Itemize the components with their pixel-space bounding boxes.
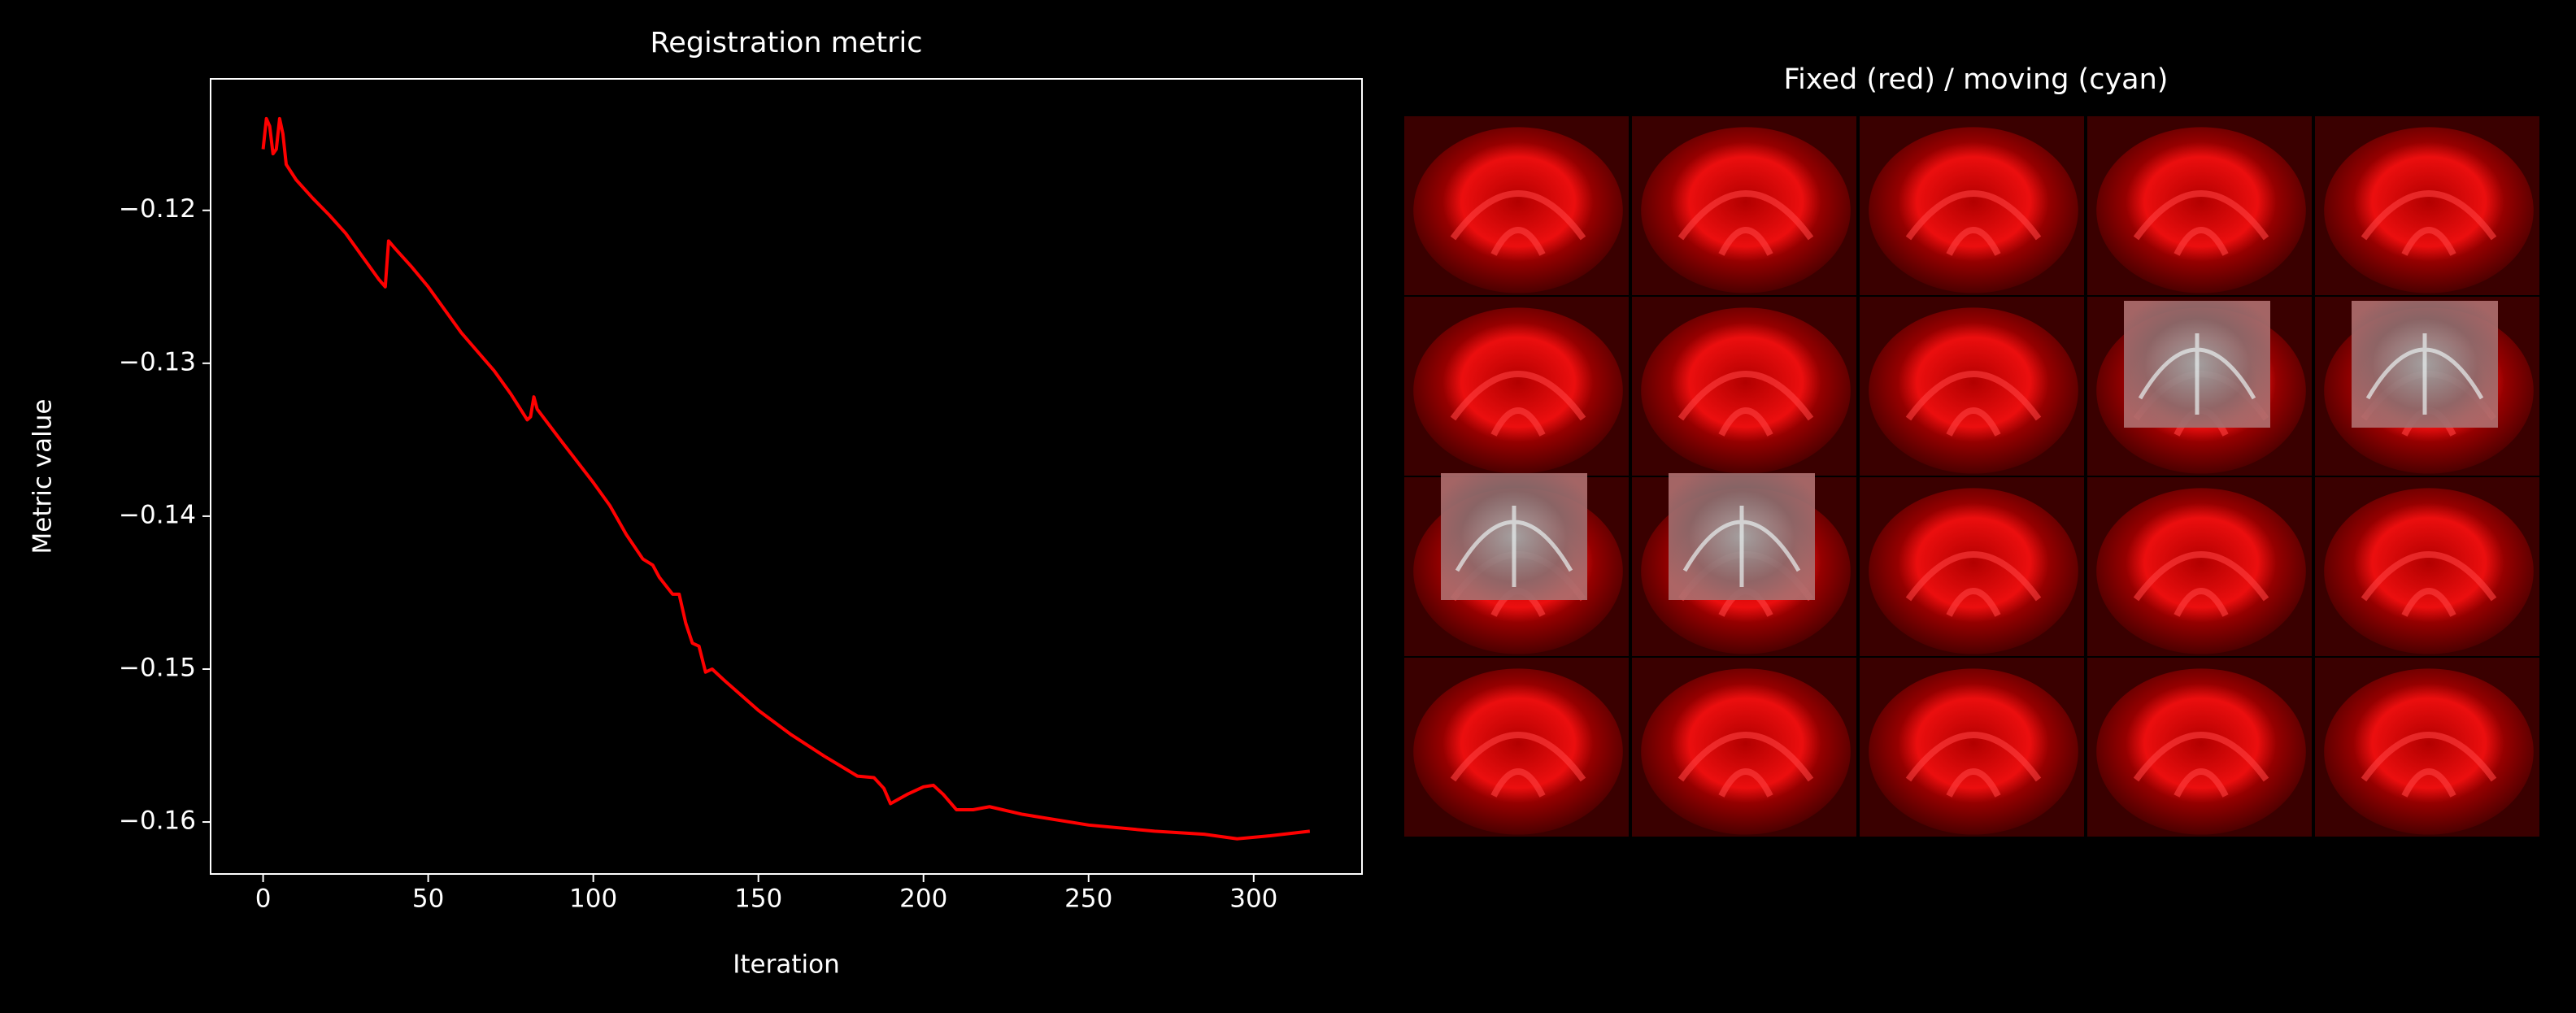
x-tick-label: 100 bbox=[569, 885, 617, 914]
brain-detail bbox=[2361, 551, 2497, 617]
brain-detail bbox=[1905, 732, 2042, 798]
brain-detail bbox=[1905, 551, 2042, 617]
brain-detail bbox=[2133, 551, 2269, 617]
x-tick-label: 150 bbox=[734, 885, 782, 914]
chart-title: Registration metric bbox=[651, 27, 923, 59]
line-series bbox=[261, 116, 1311, 841]
brain-detail bbox=[1677, 732, 1814, 798]
overlay-detail bbox=[1455, 506, 1573, 587]
panel-title: Fixed (red) / moving (cyan) bbox=[1784, 63, 2169, 96]
brain-slice bbox=[1641, 668, 1851, 835]
y-tick-label: −0.12 bbox=[119, 194, 196, 224]
y-tick-label: −0.16 bbox=[119, 806, 196, 836]
y-tick-label: −0.15 bbox=[119, 653, 196, 682]
brain-detail bbox=[1905, 371, 2042, 437]
brain-slice bbox=[1413, 127, 1623, 293]
brain-slice bbox=[1413, 307, 1623, 474]
brain-slice bbox=[2096, 488, 2306, 654]
brain-slice bbox=[1869, 668, 2078, 835]
brain-detail bbox=[1677, 190, 1814, 256]
brain-detail bbox=[2133, 190, 2269, 256]
brain-slice bbox=[1641, 127, 1851, 293]
brain-slice bbox=[2324, 488, 2534, 654]
brain-detail bbox=[2361, 732, 2497, 798]
brain-slice bbox=[2324, 127, 2534, 293]
x-tick-label: 200 bbox=[899, 885, 947, 914]
x-tick-label: 250 bbox=[1064, 885, 1112, 914]
brain-slice bbox=[1641, 307, 1851, 474]
brain-detail bbox=[1905, 190, 2042, 256]
brain-slice bbox=[2096, 127, 2306, 293]
brain-slice bbox=[1869, 307, 2078, 474]
x-tick-label: 50 bbox=[412, 885, 444, 914]
x-tick-label: 0 bbox=[255, 885, 272, 914]
y-tick-label: −0.13 bbox=[119, 347, 196, 376]
brain-detail bbox=[1450, 732, 1586, 798]
brain-detail bbox=[1677, 371, 1814, 437]
brain-slice bbox=[1869, 488, 2078, 654]
brain-slice bbox=[1413, 668, 1623, 835]
brain-detail bbox=[2133, 732, 2269, 798]
brain-detail bbox=[2361, 190, 2497, 256]
y-tick-label: −0.14 bbox=[119, 500, 196, 529]
brain-slice bbox=[2324, 668, 2534, 835]
brain-slice bbox=[2096, 668, 2306, 835]
axes-frame bbox=[210, 78, 1363, 875]
x-axis-label: Iteration bbox=[733, 950, 840, 980]
overlay-detail bbox=[2365, 333, 2484, 415]
x-tick-label: 300 bbox=[1229, 885, 1277, 914]
brain-slice bbox=[1869, 127, 2078, 293]
overlay-detail bbox=[1682, 506, 1801, 587]
brain-detail bbox=[1450, 371, 1586, 437]
image-grid bbox=[1404, 116, 2539, 837]
brain-detail bbox=[1450, 190, 1586, 256]
overlay-detail bbox=[2138, 333, 2256, 415]
y-axis-label: Metric value bbox=[28, 399, 58, 554]
